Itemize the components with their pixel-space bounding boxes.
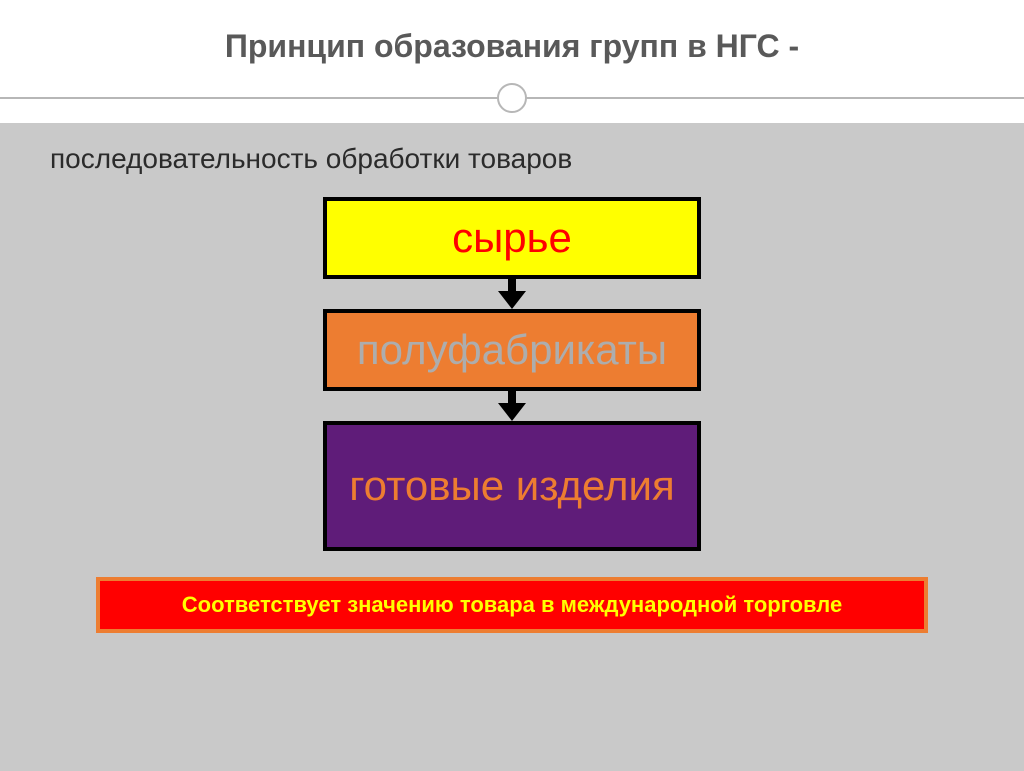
- footer-label: Соответствует значению товара в междунар…: [182, 592, 842, 618]
- footer-note: Соответствует значению товара в междунар…: [96, 577, 928, 633]
- subtitle: последовательность обработки товаров: [0, 135, 1024, 197]
- slide-title: Принцип образования групп в НГС -: [40, 28, 984, 65]
- flow-node-label: сырье: [452, 214, 572, 262]
- arrow-down-icon: [498, 391, 526, 421]
- arrow-down-icon: [498, 279, 526, 309]
- title-area: Принцип образования групп в НГС -: [0, 0, 1024, 83]
- flow-node-semi: полуфабрикаты: [323, 309, 701, 391]
- flow-node-finished: готовые изделия: [323, 421, 701, 551]
- divider-circle-icon: [497, 83, 527, 113]
- divider: [0, 83, 1024, 123]
- flow-node-raw: сырье: [323, 197, 701, 279]
- slide: Принцип образования групп в НГС - послед…: [0, 0, 1024, 767]
- flow-node-label: готовые изделия: [349, 462, 674, 510]
- body-area: последовательность обработки товаров сыр…: [0, 123, 1024, 771]
- flow-node-label: полуфабрикаты: [357, 326, 667, 374]
- flowchart: сырье полуфабрикаты готовые изделия: [0, 197, 1024, 551]
